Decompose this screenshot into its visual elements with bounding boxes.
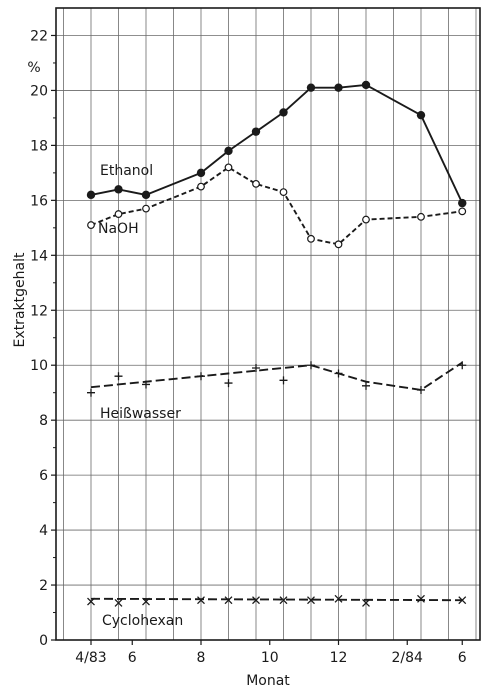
series-line-naoh bbox=[90, 166, 463, 246]
data-point bbox=[279, 188, 288, 197]
data-point bbox=[417, 385, 425, 394]
data-point bbox=[141, 190, 151, 200]
series-line-heisswasser bbox=[90, 361, 463, 391]
data-point bbox=[362, 381, 370, 390]
y-tick-label: 10 bbox=[30, 358, 48, 374]
data-point bbox=[142, 380, 150, 389]
x-axis-title: Monat bbox=[246, 673, 290, 689]
plot-frame bbox=[55, 7, 481, 641]
y-tick-label: 0 bbox=[39, 633, 48, 649]
data-point bbox=[142, 204, 150, 213]
data-point bbox=[307, 361, 315, 370]
series-label-cyclohexan: Cyclohexan bbox=[102, 613, 183, 629]
data-point bbox=[334, 240, 343, 249]
data-point bbox=[362, 598, 370, 607]
x-tick-label: 8 bbox=[197, 650, 206, 666]
series-cyclohexan bbox=[87, 594, 467, 607]
y-tick-label: 14 bbox=[30, 248, 48, 264]
data-point bbox=[416, 110, 426, 120]
data-point bbox=[306, 83, 316, 92]
data-point bbox=[114, 372, 123, 381]
series-line-ethanol bbox=[90, 83, 464, 204]
y-tick-label: 18 bbox=[30, 138, 48, 154]
x-tick-label: 2/84 bbox=[392, 650, 424, 666]
y-tick-label: 12 bbox=[30, 303, 48, 319]
y-tick-label: 8 bbox=[39, 413, 48, 429]
y-axis-title: Extraktgehalt bbox=[12, 252, 28, 347]
x-tick-label: 6 bbox=[458, 650, 467, 666]
data-point bbox=[87, 221, 95, 229]
data-point bbox=[252, 363, 260, 372]
y-tick-label: 20 bbox=[30, 83, 48, 99]
data-point bbox=[458, 596, 467, 605]
data-point bbox=[224, 146, 233, 156]
data-point bbox=[197, 596, 205, 605]
series-line-cyclohexan bbox=[90, 597, 463, 602]
data-point bbox=[279, 108, 288, 117]
data-point bbox=[87, 597, 95, 606]
data-point bbox=[334, 369, 343, 378]
data-point bbox=[279, 376, 288, 385]
data-point bbox=[417, 212, 425, 221]
data-point bbox=[334, 594, 343, 603]
data-point bbox=[224, 596, 233, 605]
y-tick-label: 4 bbox=[39, 523, 48, 539]
data-point bbox=[362, 215, 370, 224]
data-point bbox=[196, 168, 206, 178]
y-tick-label: 6 bbox=[39, 468, 48, 484]
data-point bbox=[307, 234, 315, 243]
data-point bbox=[279, 596, 288, 605]
y-tick-label: 16 bbox=[30, 193, 48, 209]
data-point bbox=[114, 185, 123, 194]
data-point bbox=[87, 388, 95, 397]
series-layer bbox=[86, 80, 467, 607]
data-point bbox=[252, 179, 260, 188]
data-point bbox=[197, 182, 205, 191]
y-tick-label: 22 bbox=[30, 28, 48, 44]
data-point bbox=[417, 594, 425, 603]
series-ethanol bbox=[86, 80, 467, 208]
data-point bbox=[197, 372, 205, 381]
series-label-heisswasser: Heißwasser bbox=[100, 406, 181, 422]
x-tick-label: 10 bbox=[261, 650, 279, 666]
x-tick-label: 6 bbox=[128, 650, 137, 666]
data-point bbox=[224, 379, 233, 388]
data-point bbox=[307, 596, 315, 605]
x-tick-label: 12 bbox=[330, 650, 348, 666]
data-point bbox=[334, 83, 343, 92]
data-point bbox=[114, 598, 123, 607]
series-label-naoh: NaOH bbox=[98, 221, 139, 237]
data-point bbox=[114, 210, 123, 218]
series-naoh bbox=[87, 163, 467, 249]
y-unit-label: % bbox=[27, 60, 40, 76]
data-point bbox=[224, 163, 233, 172]
y-tick-label: 2 bbox=[39, 578, 48, 594]
data-point bbox=[142, 597, 150, 606]
data-point bbox=[458, 361, 467, 370]
series-label-ethanol: Ethanol bbox=[100, 163, 153, 179]
x-tick-label: 4/83 bbox=[75, 650, 106, 666]
series-heisswasser bbox=[87, 361, 467, 397]
data-point bbox=[361, 80, 371, 90]
data-point bbox=[86, 190, 96, 200]
axis-ticks: 0 2 4 6 8 10 12 14 16 18 20 22 4/83 6 8 10 12 2/84 6 bbox=[30, 28, 467, 666]
data-point bbox=[251, 127, 261, 136]
data-point bbox=[458, 198, 467, 208]
data-point bbox=[252, 596, 260, 605]
grid-lines bbox=[56, 8, 480, 640]
data-point bbox=[458, 207, 467, 216]
